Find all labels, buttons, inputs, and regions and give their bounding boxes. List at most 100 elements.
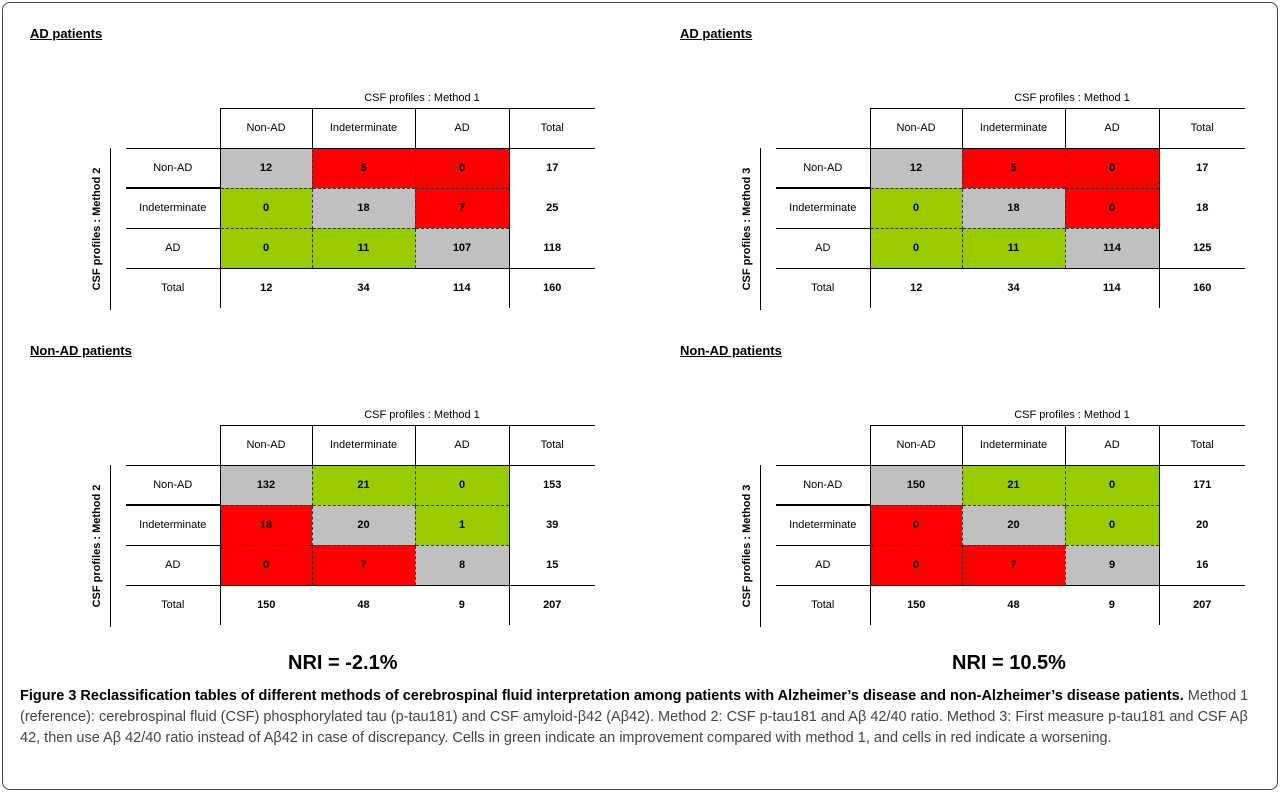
row-header-cell: Indeterminate [126,504,220,545]
column-header-cell: AD [414,108,509,148]
column-total-cell: 150 [219,584,312,625]
table-total-row: Total 150 48 9 207 [776,584,1245,625]
nri-left: NRI = -2.1% [288,652,398,674]
table-row: Indeterminate 0 18 0 18 [776,187,1245,228]
value-cell: 5 [311,147,415,188]
table-header-row: Non-AD Indeterminate AD Total [776,425,1245,465]
table-row: AD 0 11 114 125 [776,227,1245,268]
column-header-cell: Indeterminate [311,425,415,465]
table-header-row: Non-AD Indeterminate AD Total [126,425,595,465]
corner-cell [776,425,870,465]
row-total-cell: 118 [508,228,595,268]
column-total-cell: 12 [219,267,312,308]
value-cell: 0 [1064,147,1159,188]
column-header-cell: AD [1064,108,1159,148]
value-cell: 12 [869,147,962,188]
row-header-cell: Non-AD [126,147,220,188]
row-total-cell: 171 [1158,464,1245,505]
column-header-cell: Non-AD [219,108,312,148]
row-total-cell: 15 [508,545,595,585]
column-header-cell: Indeterminate [311,108,415,148]
column-total-cell: 9 [1065,584,1159,625]
caption-title: Figure 3 Reclassification tables of diff… [20,688,1184,704]
reclassification-table: Non-AD Indeterminate AD Total Non-AD 132 21 0 15… [126,425,595,625]
table-row: Non-AD 150 21 0 171 [776,464,1245,505]
row-method-header: CSF profiles : Method 2 [91,484,103,608]
total-label-cell: Total [776,267,870,308]
corner-cell [776,108,870,148]
reclassification-panel-nonad-m2: Non-AD patients CSF profiles : Method 1 CS… [30,343,630,627]
value-cell: 0 [869,187,962,228]
value-cell: 20 [311,504,415,545]
row-total-cell: 17 [508,147,595,188]
column-total-cell: 48 [312,584,415,625]
table-row: Indeterminate 18 20 1 39 [126,504,595,545]
value-cell: 0 [1064,187,1159,228]
value-cell: 0 [869,504,962,545]
reclassification-panel-nonad-m3: Non-AD patients CSF profiles : Method 1 CS… [680,343,1280,627]
row-header-cell: AD [776,544,870,585]
column-header-cell: Total [1158,425,1245,465]
row-total-cell: 17 [1158,147,1245,188]
column-method-header: CSF profiles : Method 1 [1014,92,1130,104]
value-cell: 7 [414,187,509,228]
row-method-header-wrap: CSF profiles : Method 2 [88,148,106,310]
column-header-cell: AD [414,425,509,465]
table-header-row: Non-AD Indeterminate AD Total [776,108,1245,148]
column-header-cell: Non-AD [869,108,962,148]
row-total-cell: 18 [1158,188,1245,228]
value-cell: 0 [414,464,509,505]
value-cell: 11 [961,227,1065,268]
row-header-cell: AD [126,544,220,585]
row-header-cell: AD [126,227,220,268]
table-total-row: Total 12 34 114 160 [126,267,595,308]
column-header-cell: AD [1064,425,1159,465]
grand-total-cell: 207 [1158,584,1245,625]
value-cell: 18 [219,504,312,545]
row-total-cell: 20 [1158,505,1245,545]
panel-title: Non-AD patients [30,343,132,358]
value-cell: 114 [1064,227,1159,268]
row-method-header: CSF profiles : Method 3 [741,484,753,608]
column-total-cell: 34 [962,267,1065,308]
value-cell: 18 [311,187,415,228]
table-row: Indeterminate 0 18 7 25 [126,187,595,228]
value-cell: 0 [219,227,312,268]
row-header-rule [110,465,111,627]
nri-right: NRI = 10.5% [952,652,1066,674]
table-total-row: Total 12 34 114 160 [776,267,1245,308]
total-label-cell: Total [126,584,220,625]
row-header-cell: Non-AD [776,147,870,188]
row-total-cell: 153 [508,464,595,505]
column-header-cell: Total [508,108,595,148]
value-cell: 107 [414,227,509,268]
panel-title: Non-AD patients [680,343,782,358]
table-row: AD 0 11 107 118 [126,227,595,268]
row-total-cell: 125 [1158,228,1245,268]
row-method-header-wrap: CSF profiles : Method 3 [738,148,756,310]
row-method-header-wrap: CSF profiles : Method 2 [88,465,106,627]
figure-caption: Figure 3 Reclassification tables of diff… [20,686,1266,749]
value-cell: 1 [414,504,509,545]
column-total-cell: 12 [869,267,962,308]
table-row: AD 0 7 9 16 [776,544,1245,585]
value-cell: 150 [869,464,962,505]
row-header-cell: AD [776,227,870,268]
value-cell: 21 [961,464,1065,505]
corner-cell [126,108,220,148]
column-header-cell: Indeterminate [961,425,1065,465]
value-cell: 12 [219,147,312,188]
grand-total-cell: 160 [508,267,595,308]
corner-cell [126,425,220,465]
row-header-rule [760,148,761,310]
reclassification-panel-ad-m2: AD patients CSF profiles : Method 1 CSF pr… [30,26,630,310]
value-cell: 0 [414,147,509,188]
column-total-cell: 9 [415,584,509,625]
row-header-cell: Indeterminate [776,504,870,545]
value-cell: 0 [219,187,312,228]
column-header-cell: Total [1158,108,1245,148]
value-cell: 11 [311,227,415,268]
column-total-cell: 48 [962,584,1065,625]
row-header-cell: Indeterminate [126,187,220,228]
